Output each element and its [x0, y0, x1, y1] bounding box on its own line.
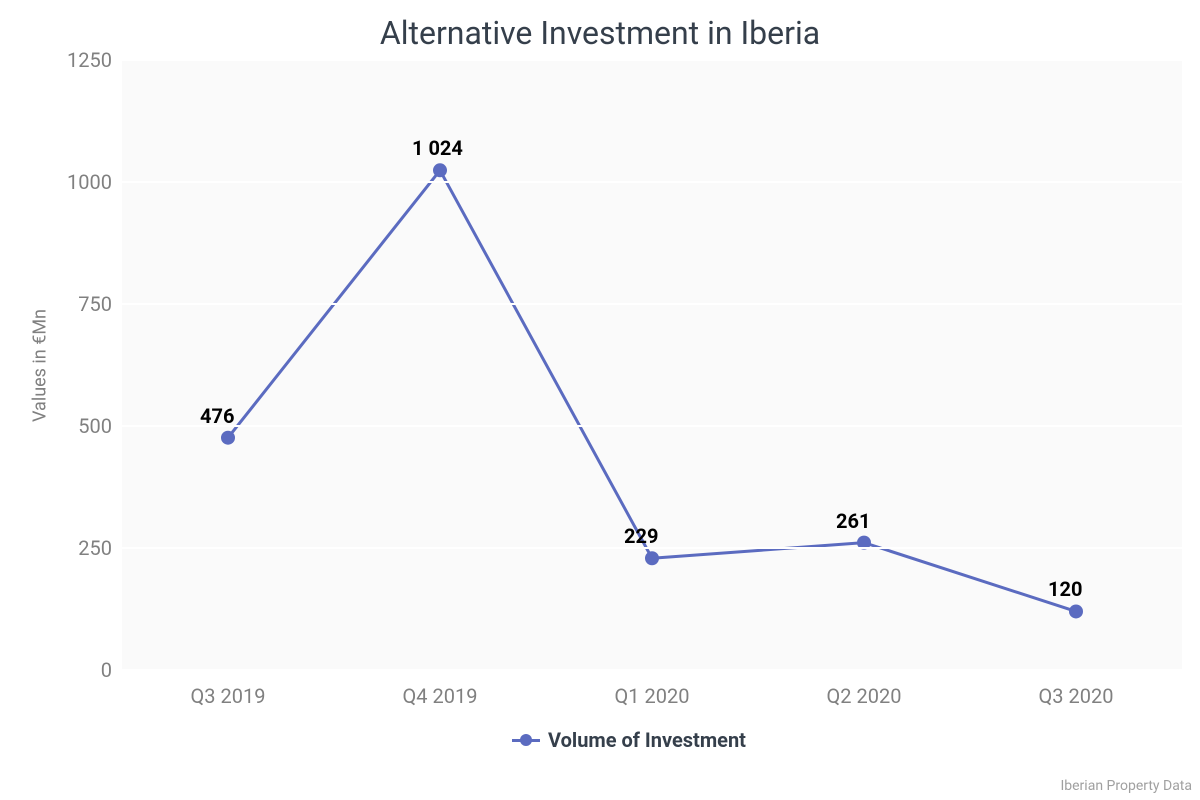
legend: Volume of Investment — [512, 728, 746, 752]
data-marker — [433, 163, 447, 177]
grid-line — [122, 181, 1182, 183]
legend-label: Volume of Investment — [548, 728, 746, 752]
grid-line — [122, 425, 1182, 427]
attribution-text: Iberian Property Data — [1060, 778, 1192, 794]
chart-svg — [122, 60, 1182, 670]
grid-line — [122, 669, 1182, 671]
legend-marker-dot — [520, 734, 532, 746]
y-tick-label: 750 — [42, 292, 112, 316]
data-label: 476 — [200, 404, 234, 428]
chart-container: Alternative Investment in Iberia Values … — [0, 0, 1200, 800]
y-tick-label: 250 — [42, 536, 112, 560]
data-marker — [645, 551, 659, 565]
plot-area — [122, 60, 1182, 670]
x-tick-label: Q4 2019 — [360, 684, 520, 708]
x-tick-label: Q3 2020 — [996, 684, 1156, 708]
data-marker — [1069, 604, 1083, 618]
data-label: 229 — [624, 524, 658, 548]
x-tick-label: Q2 2020 — [784, 684, 944, 708]
data-label: 1 024 — [412, 136, 463, 160]
data-label: 120 — [1048, 577, 1082, 601]
legend-marker — [512, 739, 540, 742]
y-tick-label: 500 — [42, 414, 112, 438]
data-label: 261 — [836, 509, 870, 533]
x-tick-label: Q1 2020 — [572, 684, 732, 708]
grid-line — [122, 303, 1182, 305]
data-marker — [221, 431, 235, 445]
y-tick-label: 0 — [42, 658, 112, 682]
y-tick-label: 1250 — [42, 48, 112, 72]
x-tick-label: Q3 2019 — [148, 684, 308, 708]
grid-line — [122, 59, 1182, 61]
y-tick-label: 1000 — [42, 170, 112, 194]
chart-title: Alternative Investment in Iberia — [0, 14, 1200, 52]
